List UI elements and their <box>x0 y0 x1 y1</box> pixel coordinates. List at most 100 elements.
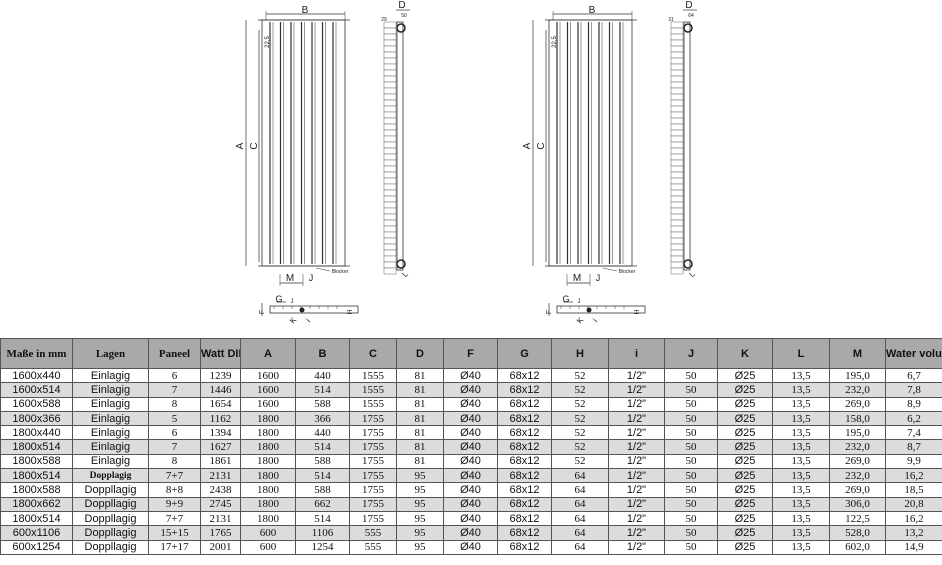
dimension-g-label: G <box>275 294 282 304</box>
table-cell: 1394 <box>200 425 241 441</box>
table-cell: 81 <box>396 453 444 470</box>
table-row: 1800x514 Dopplagig 7+7 2131 1800 514 1755 95 Ø40… <box>0 468 942 484</box>
table-cell: 50 <box>664 367 718 384</box>
table-cell: Einlagig <box>72 367 149 384</box>
table-cell: 13,5 <box>772 453 830 470</box>
table-cell: 18,5 <box>885 482 942 498</box>
table-row: 1800x440 Einlagig 6 1394 1800 440 1755 81 Ø40 68x… <box>0 425 942 441</box>
column-header: A <box>240 338 296 369</box>
table-cell: Ø40 <box>443 439 498 455</box>
table-cell: 81 <box>396 382 444 398</box>
table-cell: 1755 <box>349 410 397 427</box>
dimension-i-label: i <box>591 317 599 324</box>
table-row: 1600x514 Einlagig 7 1446 1600 514 1555 81 Ø40 68x… <box>0 382 942 398</box>
table-cell: Doppllagig <box>72 539 149 555</box>
table-cell: 440 <box>295 367 350 384</box>
wall-gap-label: 31 <box>668 17 674 23</box>
table-cell: 600x1106 <box>0 525 73 541</box>
table-cell: 1/2" <box>608 382 665 398</box>
table-cell: 1446 <box>200 382 241 398</box>
table-cell: 7+7 <box>148 510 201 527</box>
table-cell: 17+17 <box>148 539 201 555</box>
table-cell: 95 <box>396 539 444 555</box>
table-cell: 68x12 <box>497 496 552 512</box>
table-cell: Einlagig <box>72 439 149 455</box>
table-cell: 13,5 <box>772 367 830 384</box>
table-cell: 6 <box>148 367 201 384</box>
column-header: L <box>772 338 830 369</box>
table-cell: 555 <box>349 539 397 555</box>
dimension-l-label: L <box>687 269 697 279</box>
table-cell: 2438 <box>200 482 241 498</box>
table-cell: 1/2" <box>608 410 665 427</box>
table-cell: 306,0 <box>829 496 886 512</box>
table-cell: 555 <box>349 525 397 541</box>
table-cell: 1755 <box>349 439 397 455</box>
table-cell: 1/2" <box>608 439 665 455</box>
table-cell: 122,5 <box>829 510 886 527</box>
table-cell: Ø25 <box>717 539 773 555</box>
table-cell: 195,0 <box>829 367 886 384</box>
table-cell: 1755 <box>349 468 397 484</box>
table-cell: 600 <box>240 539 296 555</box>
table-cell: 50 <box>664 525 718 541</box>
table-cell: Ø40 <box>443 410 498 427</box>
table-cell: 5 <box>148 410 201 427</box>
table-cell: Ø25 <box>717 425 773 441</box>
table-cell: 1800x514 <box>0 510 73 527</box>
radiator-drawing: B A C 22,5 M J Blocker D 31 64 L G J F K i H <box>522 0 697 325</box>
table-cell: 1755 <box>349 510 397 527</box>
table-cell: 68x12 <box>497 396 552 412</box>
depth-label: 64 <box>688 13 694 19</box>
side-view: D 29 50 L <box>381 0 410 279</box>
table-cell: 64 <box>551 482 609 498</box>
column-header: M <box>829 338 886 369</box>
side-view: D 31 64 L <box>668 0 697 279</box>
table-cell: 600x1254 <box>0 539 73 555</box>
table-cell: Einlagig <box>72 425 149 441</box>
table-cell: 602,0 <box>829 539 886 555</box>
table-cell: 366 <box>295 410 350 427</box>
dimension-c-label: C <box>536 142 547 149</box>
table-cell: 1755 <box>349 496 397 512</box>
dimension-j-bottom-label: J <box>578 299 581 305</box>
table-cell: 514 <box>295 439 350 455</box>
table-cell: Ø25 <box>717 496 773 512</box>
table-cell: 81 <box>396 439 444 455</box>
table-cell: 13,5 <box>772 482 830 498</box>
table-cell: 52 <box>551 425 609 441</box>
dimension-j-bottom-label: J <box>291 299 294 305</box>
table-cell: 95 <box>396 482 444 498</box>
column-header: D <box>396 338 444 369</box>
table-cell: 9+9 <box>148 496 201 512</box>
table-cell: 7 <box>148 439 201 455</box>
table-cell: 1/2" <box>608 525 665 541</box>
column-header: Maße in mm <box>0 338 73 369</box>
dimension-h-label: H <box>347 309 354 314</box>
dimension-d-label: D <box>398 0 405 11</box>
table-cell: Ø25 <box>717 510 773 527</box>
table-cell: Doppllagig <box>72 525 149 541</box>
table-cell: 95 <box>396 525 444 541</box>
table-cell: 13,5 <box>772 396 830 412</box>
table-cell: Einlagig <box>72 453 149 470</box>
column-header: J <box>664 338 718 369</box>
table-cell: 68x12 <box>497 382 552 398</box>
table-cell: 68x12 <box>497 367 552 384</box>
dimension-d-label: D <box>685 0 692 11</box>
table-cell: 9,9 <box>885 453 942 470</box>
table-cell: Ø40 <box>443 525 498 541</box>
table-cell: 50 <box>664 439 718 455</box>
depth-label: 50 <box>401 13 407 19</box>
table-cell: 8,9 <box>885 396 942 412</box>
table-cell: 68x12 <box>497 425 552 441</box>
table-cell: 16,2 <box>885 510 942 527</box>
table-cell: 13,5 <box>772 468 830 484</box>
table-cell: 7,4 <box>885 425 942 441</box>
table-cell: 13,2 <box>885 525 942 541</box>
table-cell: 1600 <box>240 396 296 412</box>
table-cell: 514 <box>295 510 350 527</box>
column-header: Water volume <box>885 338 942 369</box>
table-cell: 1555 <box>349 396 397 412</box>
